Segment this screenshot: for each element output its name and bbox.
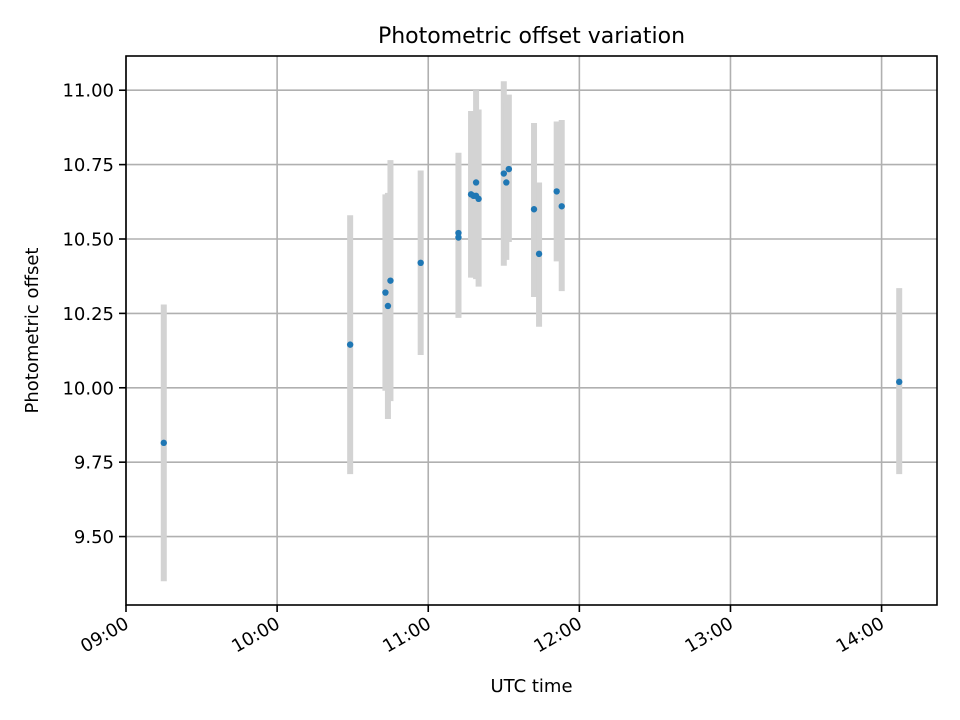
plot-frame: [125, 55, 938, 606]
data-point: [553, 188, 560, 195]
y-tick-label: 10.25: [62, 304, 114, 325]
data-point: [384, 302, 392, 310]
y-tick-label: 10.50: [62, 230, 114, 251]
grid: [125, 56, 937, 605]
data-point: [417, 259, 424, 267]
data-point: [505, 165, 513, 173]
x-axis-label: UTC time: [490, 676, 572, 697]
x-tick-label: 11:00: [379, 613, 434, 657]
data-point: [530, 206, 538, 213]
error-bars: [160, 81, 903, 582]
y-tick-label: 10.00: [62, 378, 114, 399]
data-points: [160, 165, 903, 447]
data-point: [382, 289, 389, 296]
y-tick-label: 9.50: [74, 527, 114, 548]
data-point: [455, 234, 462, 241]
data-point: [558, 203, 565, 210]
x-tick-label: 12:00: [530, 613, 585, 657]
data-point: [346, 341, 354, 348]
x-tick-label: 14:00: [833, 613, 888, 657]
y-axis-label: Photometric offset: [22, 248, 43, 414]
x-tick-label: 13:00: [682, 613, 737, 657]
data-point: [896, 378, 903, 386]
x-axis: 09:00 10:00 11:00 12:00 13:00 14:00: [77, 605, 888, 657]
y-axis: 9.50 9.75 10.00 10.25 10.50 10.75 11.00: [62, 81, 126, 548]
x-tick-label: 09:00: [77, 613, 132, 657]
x-tick-label: 10:00: [228, 613, 283, 657]
data-point: [472, 179, 480, 186]
data-point: [455, 229, 462, 237]
data-point: [503, 179, 510, 186]
chart-title: Photometric offset variation: [378, 24, 685, 49]
data-point: [160, 439, 167, 447]
data-point: [535, 250, 543, 258]
y-tick-label: 9.75: [74, 453, 114, 474]
data-point: [387, 277, 394, 284]
data-point: [475, 195, 482, 203]
y-tick-label: 11.00: [62, 81, 114, 102]
data-point: [500, 170, 507, 177]
y-tick-label: 10.75: [62, 155, 114, 176]
